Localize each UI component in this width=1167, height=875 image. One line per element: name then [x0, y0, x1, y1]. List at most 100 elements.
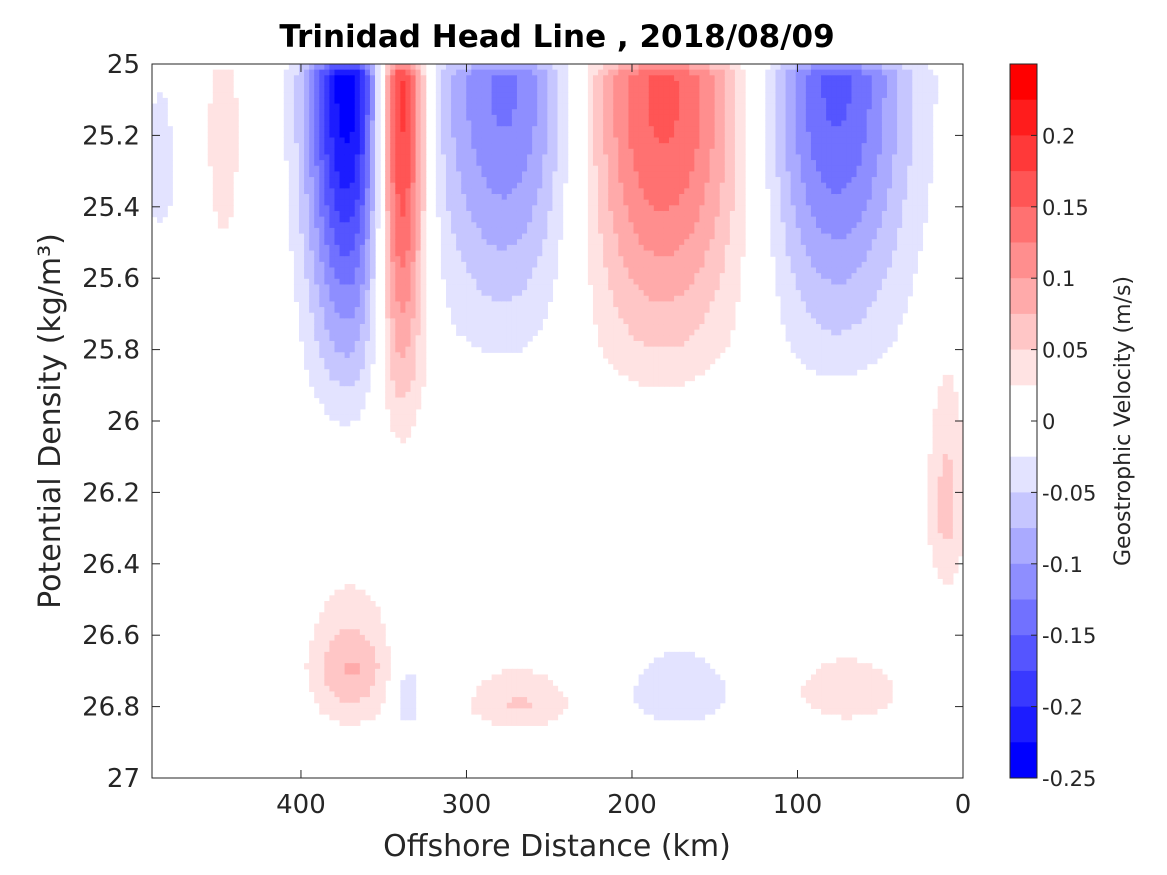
contour-cell — [547, 233, 554, 240]
contour-cell — [349, 595, 356, 602]
contour-cell — [506, 307, 513, 314]
contour-cell — [674, 346, 680, 353]
contour-cell — [349, 188, 356, 195]
contour-cell — [684, 154, 690, 161]
contour-cell — [522, 227, 528, 235]
contour-cell — [339, 629, 346, 636]
contour-cell — [466, 324, 472, 331]
contour-cell — [603, 148, 609, 156]
contour-cell — [349, 657, 356, 664]
contour-cell — [547, 148, 554, 156]
contour-cell — [369, 103, 376, 110]
contour-cell — [314, 86, 320, 93]
contour-cell — [603, 324, 609, 331]
contour-cell — [410, 329, 417, 336]
contour-cell — [628, 92, 635, 99]
contour-cell — [587, 80, 594, 88]
contour-cell — [445, 92, 452, 99]
contour-cell — [608, 165, 614, 172]
contour-cell — [669, 702, 675, 709]
contour-cell — [653, 177, 660, 184]
contour-cell — [669, 154, 675, 161]
contour-cell — [405, 250, 412, 257]
contour-cell — [314, 386, 320, 393]
contour-cell — [344, 171, 351, 178]
contour-cell — [390, 386, 396, 393]
contour-cell — [684, 86, 690, 93]
contour-cell — [415, 239, 422, 246]
contour-cell — [658, 69, 665, 76]
contour-cell — [486, 691, 493, 698]
contour-cell — [466, 114, 472, 122]
contour-cell — [658, 250, 665, 257]
contour-cell — [390, 188, 396, 195]
contour-cell — [233, 109, 239, 116]
contour-cell — [319, 137, 325, 144]
contour-cell — [369, 606, 376, 613]
contour-cell — [496, 75, 503, 82]
contour-cell — [684, 109, 690, 116]
contour-cell — [689, 295, 695, 302]
contour-cell — [364, 680, 371, 687]
contour-cell — [694, 233, 701, 240]
contour-cell — [618, 80, 624, 88]
contour-cell — [704, 668, 711, 676]
contour-cell — [674, 126, 680, 133]
contour-cell — [618, 318, 624, 325]
contour-cell — [516, 691, 523, 698]
contour-cell — [547, 109, 554, 116]
contour-cell — [293, 148, 300, 156]
contour-cell — [339, 357, 346, 365]
contour-cell — [451, 301, 457, 308]
contour-cell — [653, 284, 660, 291]
contour-cell — [496, 177, 503, 184]
contour-cell — [663, 324, 670, 331]
contour-cell — [628, 216, 635, 223]
contour-cell — [527, 227, 533, 235]
contour-cell — [288, 227, 295, 235]
contour-cell — [623, 267, 630, 274]
contour-cell — [674, 182, 680, 189]
contour-cell — [471, 177, 477, 184]
contour-cell — [354, 177, 361, 184]
contour-cell — [217, 177, 224, 184]
contour-cell — [359, 261, 366, 269]
contour-cell — [516, 295, 523, 302]
contour-cell — [653, 324, 660, 331]
contour-cell — [298, 165, 305, 172]
contour-cell — [314, 668, 320, 676]
contour-cell — [613, 324, 619, 331]
contour-cell — [319, 250, 325, 257]
contour-cell — [557, 86, 564, 93]
contour-cell — [217, 188, 224, 195]
contour-cell — [298, 154, 305, 161]
contour-cell — [359, 92, 366, 99]
contour-cell — [603, 205, 609, 212]
contour-cell — [699, 114, 706, 122]
contour-cell — [476, 250, 483, 257]
contour-cell — [506, 346, 513, 353]
contour-cell — [663, 137, 670, 144]
contour-cell — [633, 114, 640, 122]
contour-cell — [222, 120, 229, 127]
contour-cell — [344, 380, 351, 387]
contour-cell — [466, 160, 472, 167]
contour-cell — [633, 346, 640, 353]
contour-cell — [359, 177, 366, 184]
contour-cell — [496, 324, 503, 331]
contour-cell — [476, 199, 483, 206]
contour-cell — [684, 103, 690, 110]
contour-cell — [496, 92, 503, 99]
contour-cell — [395, 301, 401, 308]
contour-cell — [679, 680, 685, 687]
contour-cell — [319, 199, 325, 206]
contour-cell — [527, 199, 533, 206]
contour-cell — [704, 363, 711, 370]
contour-cell — [501, 685, 508, 693]
contour-cell — [633, 126, 640, 133]
contour-cell — [217, 114, 224, 122]
contour-cell — [319, 194, 325, 201]
contour-cell — [288, 239, 295, 246]
contour-cell — [684, 346, 690, 353]
contour-cell — [648, 697, 655, 704]
